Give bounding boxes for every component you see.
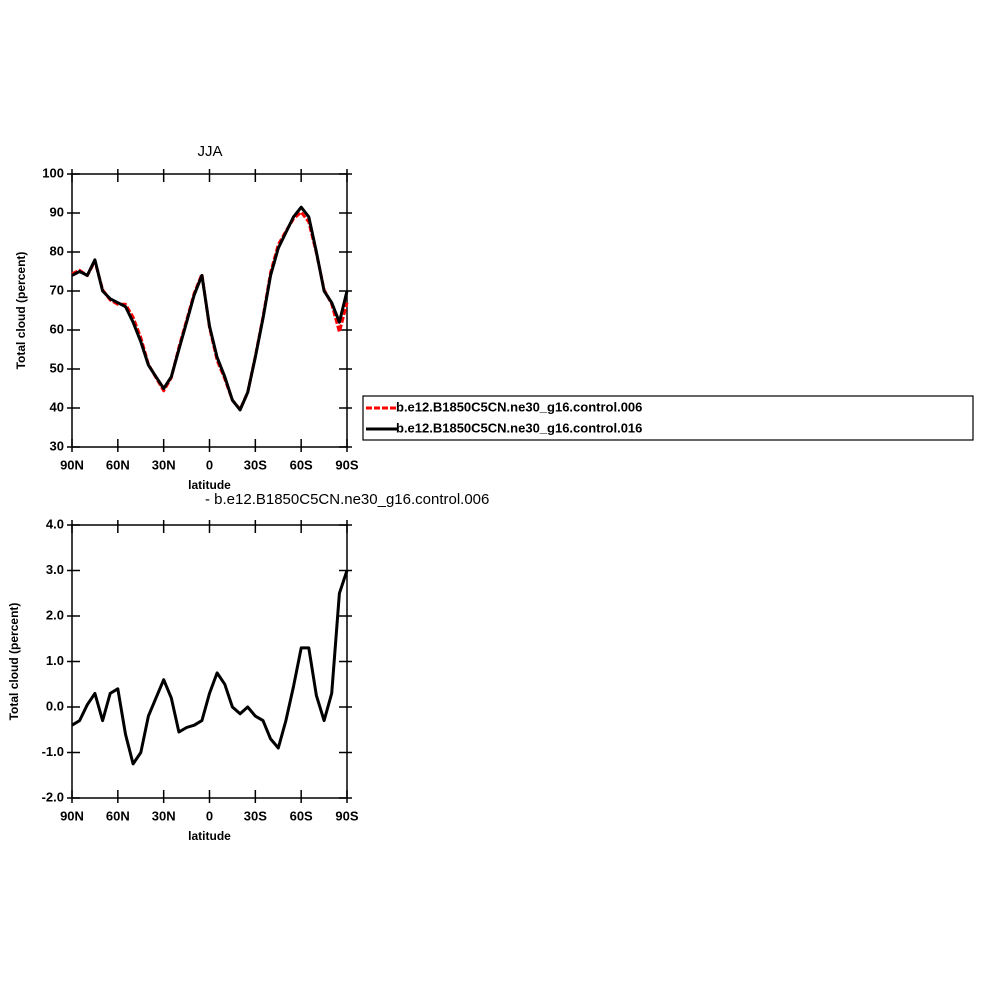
data-line bbox=[71, 210, 349, 411]
x-tick-label: 90S bbox=[335, 457, 358, 472]
y-tick-label: 50 bbox=[50, 360, 64, 375]
plot-frame bbox=[71, 524, 348, 799]
y-tick-label: 30 bbox=[50, 438, 64, 453]
x-tick-label: 60S bbox=[290, 808, 313, 823]
y-tick-label: 0.0 bbox=[46, 698, 64, 713]
legend-box bbox=[362, 395, 974, 441]
y-axis-label: Total cloud (percent) bbox=[7, 603, 21, 721]
y-tick-label: 100 bbox=[42, 165, 64, 180]
y-axis-label: Total cloud (percent) bbox=[14, 252, 28, 370]
x-tick-label: 90S bbox=[335, 808, 358, 823]
data-line bbox=[71, 205, 349, 412]
legend-label: b.e12.B1850C5CN.ne30_g16.control.016 bbox=[396, 420, 642, 435]
y-tick-label: 3.0 bbox=[46, 562, 64, 577]
x-tick-label: 30S bbox=[244, 457, 267, 472]
y-tick-label: 4.0 bbox=[46, 516, 64, 531]
y-tick-label: 60 bbox=[50, 321, 64, 336]
x-tick-label: 60N bbox=[106, 808, 130, 823]
y-tick-label: 80 bbox=[50, 243, 64, 258]
y-tick-label: -1.0 bbox=[42, 744, 64, 759]
x-tick-label: 90N bbox=[60, 457, 84, 472]
x-tick-label: 60N bbox=[106, 457, 130, 472]
x-tick-label: 60S bbox=[290, 457, 313, 472]
y-tick-label: 40 bbox=[50, 399, 64, 414]
x-tick-label: 0 bbox=[206, 808, 213, 823]
x-tick-label: 30S bbox=[244, 808, 267, 823]
x-tick-label: 30N bbox=[152, 808, 176, 823]
x-axis-label: latitude bbox=[188, 478, 231, 492]
x-tick-label: 0 bbox=[206, 457, 213, 472]
chart-title: - b.e12.B1850C5CN.ne30_g16.control.006 bbox=[205, 491, 489, 508]
y-tick-label: 2.0 bbox=[46, 607, 64, 622]
y-tick-label: -2.0 bbox=[42, 789, 64, 804]
x-axis-label: latitude bbox=[188, 829, 231, 843]
legend-label: b.e12.B1850C5CN.ne30_g16.control.006 bbox=[396, 399, 642, 414]
data-line bbox=[71, 570, 349, 766]
y-tick-label: 70 bbox=[50, 282, 64, 297]
x-tick-label: 90N bbox=[60, 808, 84, 823]
chart-title: JJA bbox=[197, 143, 222, 160]
y-tick-label: 1.0 bbox=[46, 653, 64, 668]
y-tick-label: 90 bbox=[50, 204, 64, 219]
x-tick-label: 30N bbox=[152, 457, 176, 472]
